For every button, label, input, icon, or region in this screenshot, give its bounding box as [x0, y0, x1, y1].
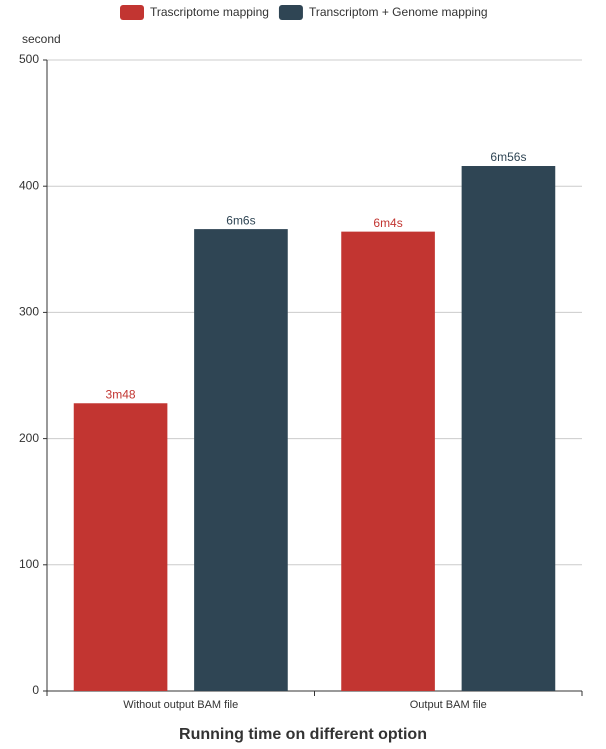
value-label: 6m4s	[373, 216, 402, 230]
bar	[73, 403, 168, 691]
value-label: 6m6s	[226, 213, 255, 227]
legend-label: Transcriptom + Genome mapping	[309, 5, 488, 19]
y-tick-label: 200	[19, 431, 39, 445]
y-tick-label: 500	[19, 52, 39, 66]
x-tick-label: Without output BAM file	[123, 699, 238, 711]
value-label: 6m56s	[490, 150, 526, 164]
legend-label: Trascriptome mapping	[150, 5, 269, 19]
legend-swatch	[278, 5, 303, 20]
y-tick-label: 400	[19, 178, 39, 192]
y-tick-label: 0	[32, 683, 39, 697]
y-tick-label: 300	[19, 305, 39, 319]
y-axis-label: second	[22, 32, 61, 46]
bar	[194, 229, 288, 691]
bar	[461, 166, 556, 691]
chart-title: Running time on different option	[179, 726, 427, 743]
x-tick-label: Output BAM file	[410, 699, 487, 711]
value-label: 3m48	[106, 387, 136, 401]
legend-swatch	[120, 5, 144, 20]
y-tick-label: 100	[19, 557, 39, 571]
bar	[341, 231, 435, 691]
